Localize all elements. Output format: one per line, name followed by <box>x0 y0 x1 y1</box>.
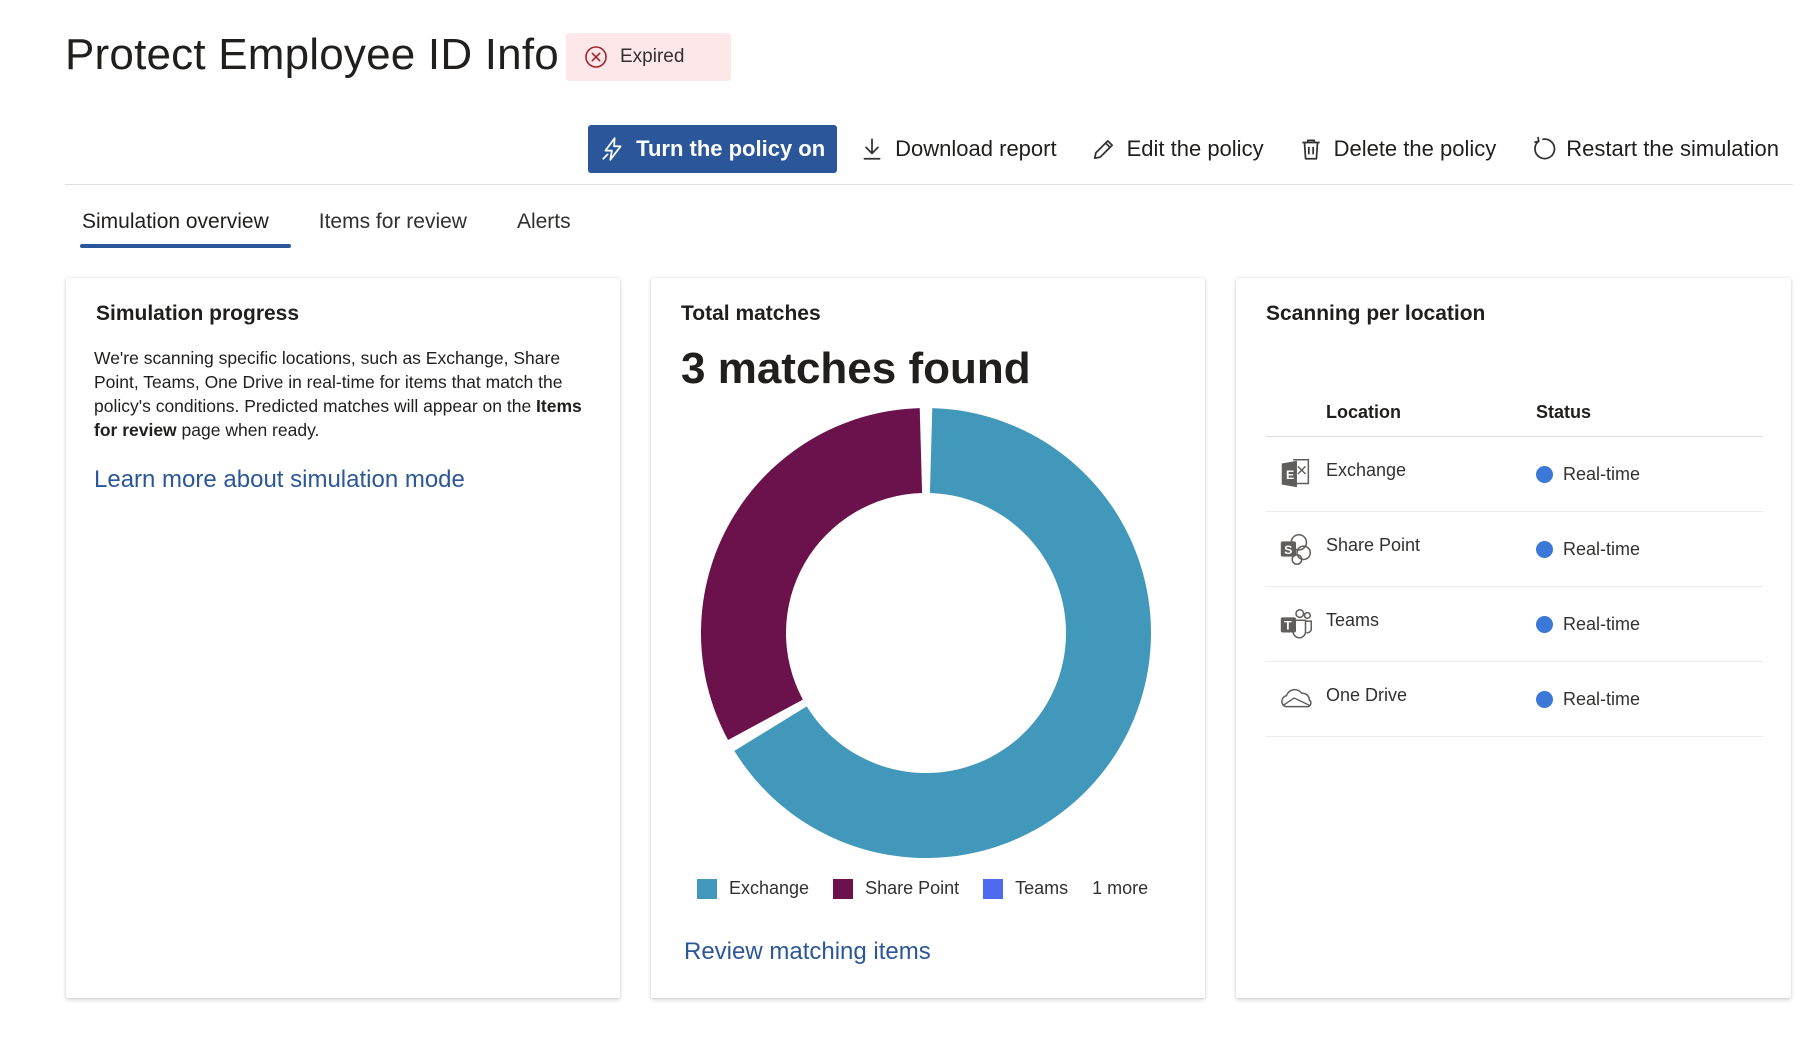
location-name: Exchange <box>1326 459 1407 480</box>
status-badge: Expired <box>566 33 731 81</box>
card-title: Total matches <box>681 302 821 325</box>
legend-label: Exchange <box>729 878 810 898</box>
download-report-button[interactable]: Download report <box>847 125 1068 173</box>
donut-slice-exchange[interactable] <box>734 408 1151 858</box>
sharepoint-icon: S <box>1280 533 1312 565</box>
column-header-status[interactable]: Status <box>1536 401 1592 422</box>
edit-policy-button[interactable]: Edit the policy <box>1079 125 1276 173</box>
status-cell: Real-time <box>1536 614 1640 635</box>
delete-policy-label: Delete the policy <box>1333 136 1497 161</box>
matches-donut-chart <box>701 408 1151 858</box>
exchange-icon: E <box>1281 458 1310 488</box>
location-table: Location Status E Exchange Real-time <box>1266 388 1763 737</box>
header-divider <box>65 184 1793 185</box>
legend-swatch <box>833 878 854 899</box>
legend-item-teams[interactable]: Teams <box>983 878 1068 899</box>
status-text: Real-time <box>1563 688 1641 709</box>
legend-more-button[interactable]: 1 more <box>1092 878 1149 898</box>
table-row[interactable]: E Exchange Real-time <box>1266 437 1763 512</box>
restart-icon <box>1534 136 1556 160</box>
location-name: One Drive <box>1326 684 1408 705</box>
legend-label: Share Point <box>865 878 960 898</box>
turn-policy-on-label: Turn the policy on <box>636 136 826 161</box>
teams-icon: T <box>1280 608 1312 639</box>
error-circle-icon <box>585 46 607 68</box>
table-header: Location Status <box>1266 388 1763 437</box>
learn-more-link[interactable]: Learn more about simulation mode <box>94 466 465 493</box>
legend-item-share-point[interactable]: Share Point <box>833 878 959 899</box>
desc-text-end: page when ready. <box>176 420 320 440</box>
tab-alerts[interactable]: Alerts <box>516 210 571 233</box>
status-text: Real-time <box>1563 613 1641 634</box>
donut-slice-share-point[interactable] <box>701 408 923 741</box>
status-dot <box>1536 615 1553 633</box>
svg-text:E: E <box>1286 468 1294 482</box>
table-row[interactable]: T Teams Real-time <box>1266 587 1763 662</box>
total-matches-card: Total matches 3 matches found Exchange Sh… <box>651 278 1205 998</box>
delete-policy-button[interactable]: Delete the policy <box>1286 125 1509 173</box>
status-badge-label: Expired <box>620 46 685 67</box>
restart-simulation-label: Restart the simulation <box>1566 136 1779 161</box>
trash-icon <box>1301 139 1320 160</box>
status-text: Real-time <box>1563 463 1641 484</box>
tab-items-for-review[interactable]: Items for review <box>318 210 467 233</box>
svg-text:S: S <box>1284 543 1292 557</box>
status-dot <box>1536 690 1553 708</box>
legend-label: Teams <box>1015 878 1069 898</box>
status-text: Real-time <box>1563 538 1641 559</box>
status-cell: Real-time <box>1536 464 1640 485</box>
chart-legend: Exchange Share Point Teams 1 more <box>697 878 1148 899</box>
column-header-location[interactable]: Location <box>1326 401 1401 422</box>
legend-swatch <box>697 878 717 899</box>
restart-simulation-button[interactable]: Restart the simulation <box>1518 125 1791 173</box>
page-title: Protect Employee ID Info <box>65 30 559 79</box>
simulation-progress-card: Simulation progress We're scanning speci… <box>66 278 620 998</box>
svg-text:T: T <box>1284 619 1292 633</box>
command-bar: Turn the policy on Download report Edit … <box>588 125 1791 173</box>
table-row[interactable]: One Drive Real-time <box>1266 662 1763 737</box>
tab-list: Simulation overview Items for review Ale… <box>70 200 609 248</box>
download-report-label: Download report <box>895 136 1057 161</box>
card-title: Simulation progress <box>96 302 300 325</box>
onedrive-icon <box>1281 688 1312 708</box>
desc-bold: Items for review <box>94 396 582 440</box>
pencil-icon <box>1093 140 1113 160</box>
scanning-per-location-card: Scanning per location Location Status E … <box>1236 278 1791 998</box>
edit-policy-label: Edit the policy <box>1126 136 1264 161</box>
matches-headline: 3 matches found <box>681 344 1031 393</box>
legend-swatch <box>983 878 1004 899</box>
lightning-icon <box>602 137 622 161</box>
location-name: Share Point <box>1326 534 1421 555</box>
review-matching-items-link[interactable]: Review matching items <box>684 938 931 965</box>
desc-text: We're scanning specific locations, such … <box>94 348 563 416</box>
legend-item-exchange[interactable]: Exchange <box>697 878 809 899</box>
table-row[interactable]: S Share Point Real-time <box>1266 512 1763 587</box>
progress-description: We're scanning specific locations, such … <box>94 346 594 442</box>
status-dot <box>1536 465 1553 483</box>
location-name: Teams <box>1326 609 1380 630</box>
status-cell: Real-time <box>1536 539 1640 560</box>
status-cell: Real-time <box>1536 689 1640 710</box>
card-title: Scanning per location <box>1266 302 1486 325</box>
turn-policy-on-button[interactable]: Turn the policy on <box>588 125 838 173</box>
download-icon <box>863 138 881 160</box>
status-dot <box>1536 540 1553 558</box>
tab-simulation-overview[interactable]: Simulation overview <box>70 200 291 248</box>
